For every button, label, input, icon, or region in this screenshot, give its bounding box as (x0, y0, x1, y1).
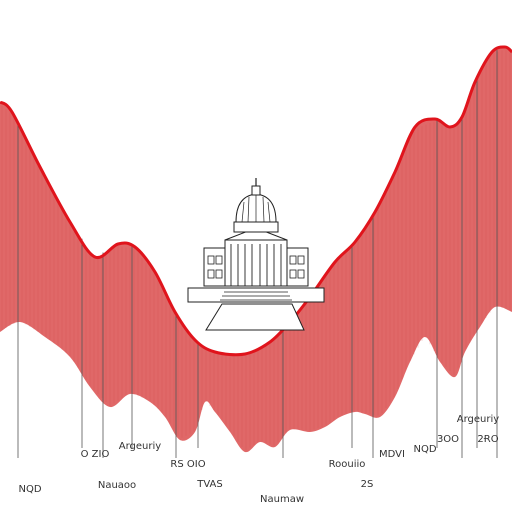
tick-label: NQD (18, 484, 41, 495)
tick-label: TVAS (196, 479, 223, 490)
tick-label: Argeuriy (457, 414, 500, 425)
tick-label: 3OO (437, 434, 459, 445)
tick-label: Argeuriy (119, 441, 162, 452)
tick-label: RS OIO (170, 459, 205, 470)
tick-label: 2S (361, 479, 374, 490)
tick-label: MDVI (379, 449, 405, 460)
tick-label: Naumaw (260, 494, 304, 505)
capitol-building-illustration (187, 178, 325, 331)
tick-label: 2ɌO (477, 434, 498, 445)
tick-labels: NQD O ZIO Nauaoo Argeuriy RS OIO TVAS Naumaw Ro… (18, 414, 499, 505)
drop-lines (17, 50, 498, 458)
tick-label: NQD (413, 444, 436, 455)
tick-label: O ZIO (81, 449, 110, 460)
area-band (0, 46, 512, 453)
band-layer (0, 46, 512, 453)
tick-label: Nauaoo (98, 480, 136, 491)
tick-label: Roouiio (329, 459, 366, 470)
